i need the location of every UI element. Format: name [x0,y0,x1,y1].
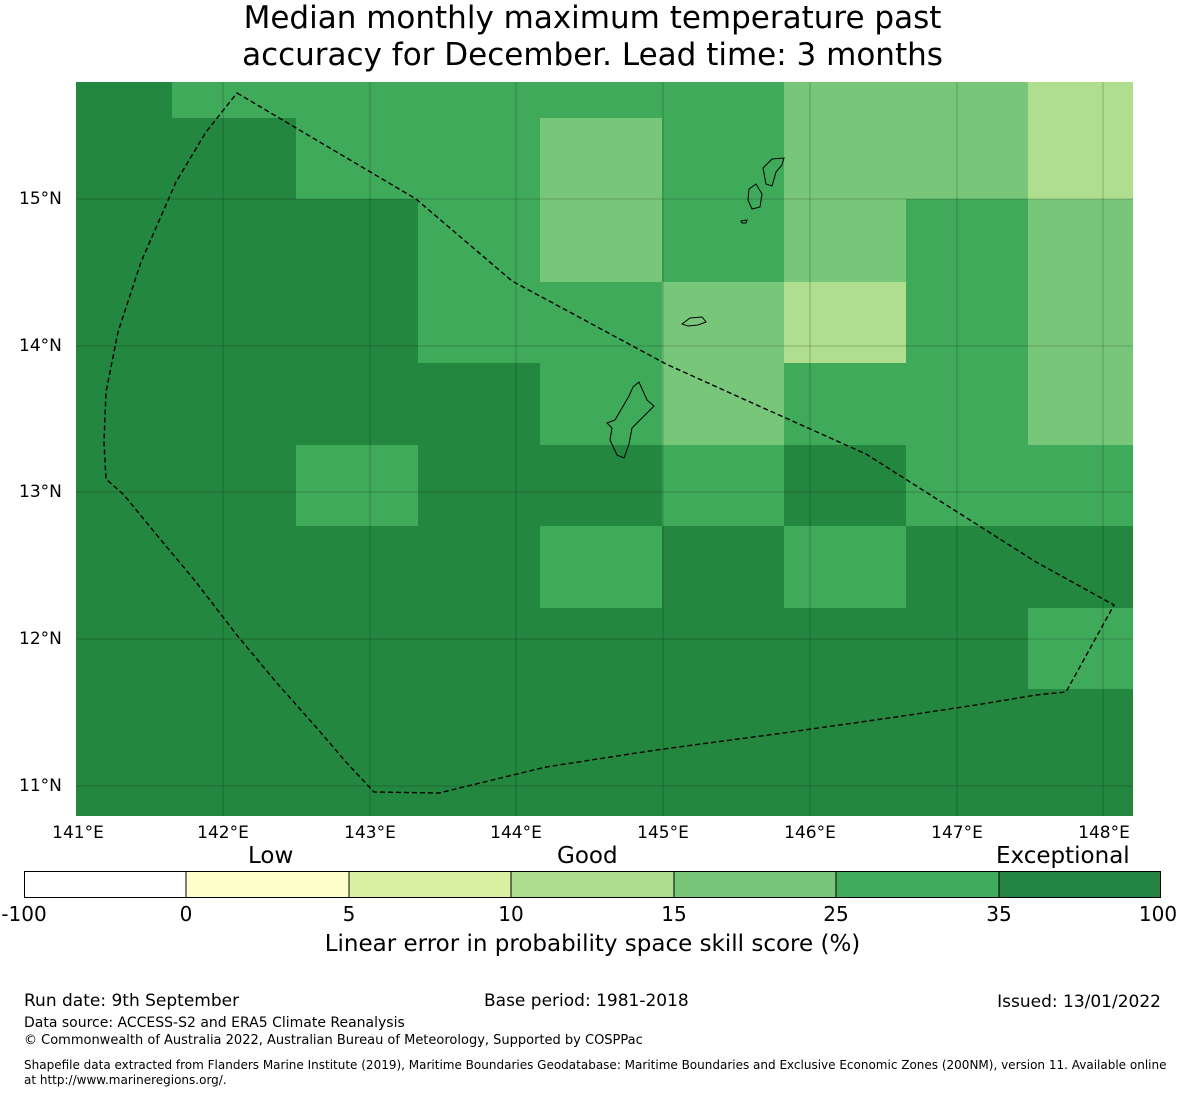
grid-cell [540,363,662,445]
grid-cell [296,118,540,199]
x-tick-label: 142°E [197,823,249,843]
colorbar-segment [511,871,674,898]
colorbar-tick-label: 15 [661,902,687,926]
category-good: Good [557,843,618,869]
grid-cell [906,282,1028,363]
map-title-line2: accuracy for December. Lead time: 3 mont… [242,37,943,73]
grid-cell [1028,608,1133,689]
grid-cell [906,445,1133,526]
grid-cell [296,445,418,526]
grid-cell [784,363,1028,445]
y-tick-label: 13°N [19,482,62,502]
issued-date: Issued: 13/01/2022 [997,992,1161,1012]
colorbar-tick-label: -100 [1,902,47,926]
grid-cell [662,199,784,282]
colorbar-segment [674,871,836,898]
island-saipan [762,157,785,187]
grid-cell [662,282,784,363]
y-tick-label: 14°N [19,336,62,356]
y-tick-label: 12°N [19,629,62,649]
eez-boundary [103,92,1115,794]
colorbar-segment [836,871,999,898]
grid-cell [784,282,906,363]
x-tick-label: 145°E [637,823,689,843]
colorbar-tick-label: 5 [342,902,356,926]
grid-cell [418,282,662,363]
islands [606,157,785,459]
category-low: Low [248,843,294,869]
x-tick-label: 143°E [344,823,396,843]
grid-cell [540,118,662,199]
copyright-notice: © Commonwealth of Australia 2022, Austra… [24,1033,643,1048]
y-tick-label: 11°N [19,776,62,796]
colorbar [24,871,1161,898]
colorbar-tick-label: 0 [179,902,193,926]
colorbar-segment [999,871,1161,898]
colorbar-segment [349,871,511,898]
x-tick-label: 147°E [931,823,983,843]
grid-cell [540,199,662,282]
island-tinian [747,183,763,210]
grid-cell [540,526,662,608]
colorbar-tick-label: 35 [986,902,1012,926]
category-exceptional: Exceptional [996,843,1130,869]
grid-cell [1028,363,1133,445]
graticule [76,82,1133,816]
colorbar-label: Linear error in probability space skill … [324,931,861,957]
grid-cell [1028,282,1133,363]
island-rota [680,316,707,327]
colorbar-tick-label: 100 [1138,902,1178,926]
x-tick-label: 146°E [784,823,836,843]
grid-cell [1028,118,1133,199]
grid-cell [1028,82,1133,118]
x-tick-label: 141°E [52,823,104,843]
x-tick-label: 144°E [490,823,542,843]
colorbar-segment [24,871,186,898]
grid-cell [172,82,784,118]
grid-cell [662,445,784,526]
grid-cell [418,199,540,282]
colorbar-tick-label: 25 [823,902,849,926]
grid-cell [784,82,1028,118]
island-aguijan [740,219,748,224]
island-guam [606,381,655,459]
grid-cell [662,118,784,199]
y-tick-label: 15°N [19,189,62,209]
data-source: Data source: ACCESS-S2 and ERA5 Climate … [24,1015,405,1031]
map-title-line1: Median monthly maximum temperature past [243,0,942,36]
colorbar-tick-label: 10 [498,902,524,926]
grid-cell [662,363,784,445]
grid-cell [784,526,906,608]
grid-cell [784,199,906,282]
run-date: Run date: 9th September [24,991,240,1011]
grid-cell [906,199,1028,282]
x-tick-label: 148°E [1078,823,1130,843]
grid-cell [1028,199,1133,282]
colorbar-segment [186,871,349,898]
grid-cell [784,118,1028,199]
shapefile-credit: Shapefile data extracted from Flanders M… [24,1058,1167,1087]
skill-map [76,82,1133,816]
base-period: Base period: 1981-2018 [484,991,689,1011]
